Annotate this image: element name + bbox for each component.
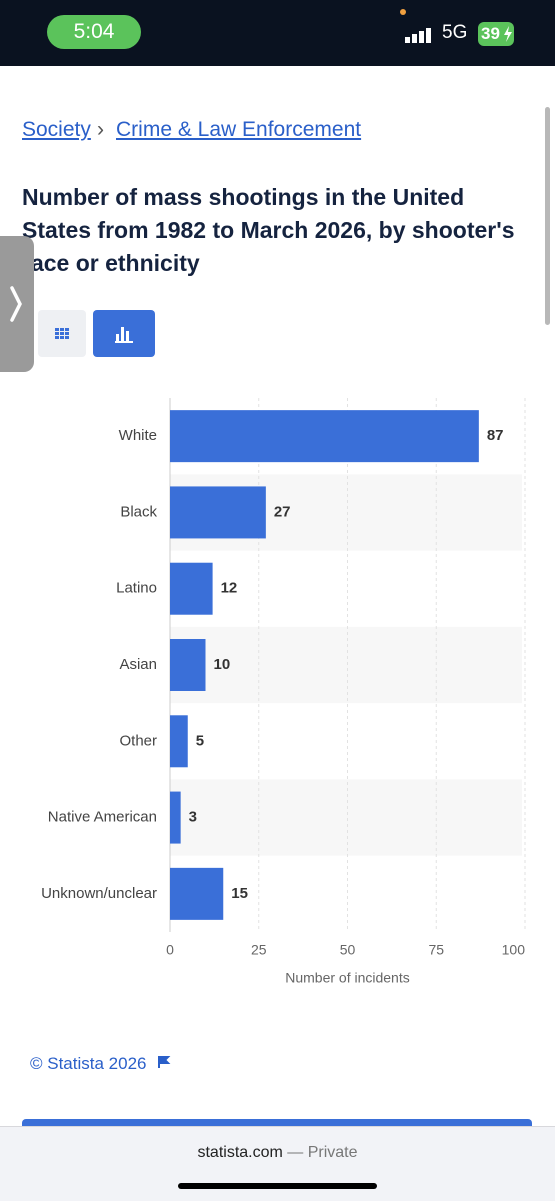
bar — [170, 867, 224, 920]
value-label: 12 — [221, 580, 238, 597]
x-tick-label: 75 — [428, 942, 444, 958]
row-band — [170, 779, 522, 856]
side-tab[interactable] — [0, 236, 34, 372]
browser-bar — [0, 1126, 555, 1201]
y-tick-label: Latino — [116, 580, 157, 597]
value-label: 5 — [196, 732, 204, 749]
x-tick-label: 50 — [340, 942, 356, 958]
browsing-mode: — Private — [287, 1144, 358, 1161]
value-label: 10 — [214, 656, 231, 673]
table-view-button[interactable] — [38, 310, 86, 357]
chart: 0 25 50 75 100 White 87 Black 27 Latino 12 Asian 10 O… — [41, 398, 526, 986]
x-axis-label: Number of incidents — [285, 970, 410, 986]
row-band — [170, 626, 522, 704]
clock: 5:04 — [47, 15, 141, 49]
scrollbar — [545, 107, 550, 325]
value-label: 87 — [487, 427, 504, 444]
table-icon — [55, 328, 69, 339]
y-tick-label: Asian — [119, 656, 157, 673]
chart-view-button[interactable] — [93, 310, 155, 357]
domain: statista.com — [197, 1144, 283, 1161]
network: 5G — [442, 22, 468, 43]
privacy-dot — [400, 9, 406, 15]
bar — [170, 639, 206, 691]
y-tick-label: Black — [120, 503, 157, 520]
home-indicator — [178, 1183, 377, 1189]
x-tick-label: 100 — [502, 942, 526, 958]
x-tick-label: 0 — [166, 942, 174, 958]
breadcrumb-link[interactable]: Society — [22, 118, 91, 141]
value-label: 3 — [189, 809, 197, 826]
y-tick-label: White — [119, 427, 157, 444]
y-tick-label: Unknown/unclear — [41, 885, 157, 902]
breadcrumb-separator: › — [97, 118, 104, 141]
value-label: 15 — [231, 885, 248, 902]
chart-title: Number of mass shootings in the United S… — [22, 184, 515, 276]
signal-icon — [405, 28, 431, 43]
bar — [170, 715, 188, 768]
flag-icon — [158, 1056, 171, 1068]
charging-icon — [504, 26, 512, 42]
breadcrumb-link[interactable]: Crime & Law Enforcement — [116, 118, 362, 141]
address[interactable]: statista.com — Private — [0, 1144, 555, 1162]
bar — [170, 410, 479, 463]
x-tick-label: 25 — [251, 942, 267, 958]
bar — [170, 562, 213, 615]
battery-level: 39 — [481, 24, 500, 43]
copyright-link[interactable]: © Statista 2026 — [30, 1054, 171, 1074]
copyright: © Statista 2026 — [30, 1054, 147, 1073]
bar — [170, 791, 181, 844]
bar — [170, 486, 266, 539]
y-tick-label: Other — [119, 732, 157, 749]
value-label: 27 — [274, 503, 291, 520]
status-bar: 5:04 5G 39 — [0, 0, 555, 66]
chart-icon — [115, 327, 133, 343]
y-tick-label: Native American — [48, 809, 157, 826]
chevron-icon — [10, 286, 22, 322]
